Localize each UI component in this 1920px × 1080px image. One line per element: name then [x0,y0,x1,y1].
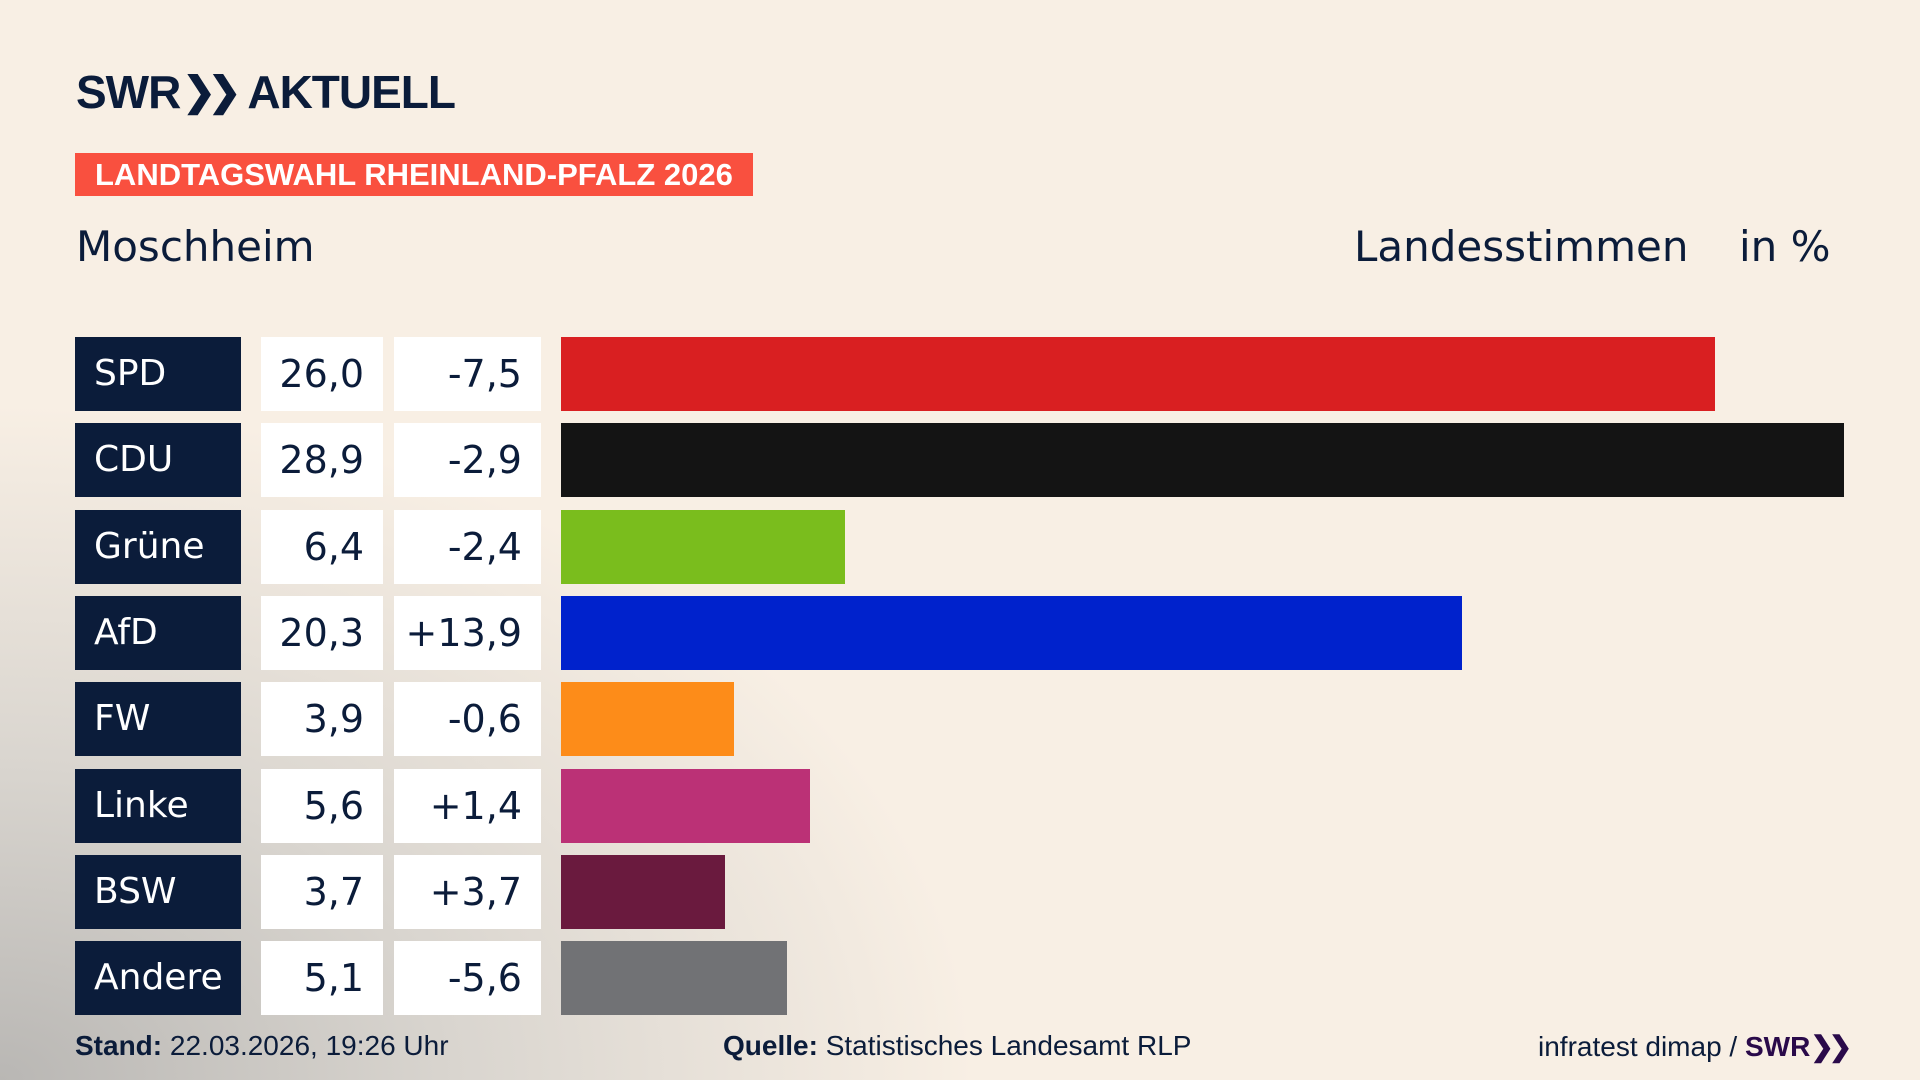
timestamp: Stand: 22.03.2026, 19:26 Uhr [75,1030,449,1062]
vote-change: -7,5 [394,337,541,411]
party-name: CDU [75,423,241,498]
party-name: BSW [75,854,241,929]
vote-change: -5,6 [394,941,541,1016]
stand-value: 22.03.2026, 19:26 Uhr [169,1030,449,1061]
credit-text: infratest dimap / [1538,1031,1738,1062]
party-name: Andere [75,941,241,1016]
source-value: Statistisches Landesamt RLP [825,1030,1192,1061]
source-label: Quelle: [723,1030,818,1061]
vote-change: +3,7 [394,854,541,929]
logo-aktuell: AKTUELL [247,66,456,118]
bar-linke [561,768,810,843]
party-name: SPD [75,337,241,411]
vote-share: 3,7 [261,854,383,929]
party-name: Linke [75,768,241,843]
bar-spd [561,337,1716,411]
source: Quelle: Statistisches Landesamt RLP [723,1030,1191,1062]
double-chevron-right-icon: ❯❯ [182,70,241,114]
vote-change: +1,4 [394,768,541,843]
bar-afd [561,595,1463,670]
swr-aktuell-logo: SWR ❯❯ AKTUELL [76,66,456,118]
vote-share: 5,6 [261,768,383,843]
double-chevron-right-icon: ❯❯ [1810,1031,1852,1062]
region-title: Moschheim [76,222,315,271]
vote-share: 5,1 [261,941,383,1016]
vote-share: 6,4 [261,509,383,584]
vote-change: -0,6 [394,682,541,757]
vote-share: 28,9 [261,423,383,498]
bar-fw [561,682,735,757]
vote-share: 3,9 [261,682,383,757]
election-banner: LANDTAGSWAHL RHEINLAND-PFALZ 2026 [75,153,753,196]
measure-label: Landesstimmen [1354,222,1689,271]
party-name: Grüne [75,509,241,584]
credit-brand: SWR [1744,1031,1811,1062]
bar-bsw [561,854,726,929]
bar-grüne [561,509,846,584]
unit-label: in % [1739,222,1831,271]
credit: infratest dimap / SWR❯❯ [1538,1030,1852,1063]
bar-cdu [561,423,1844,498]
party-name: AfD [75,595,241,670]
logo-swr: SWR [76,66,181,118]
stand-label: Stand: [75,1030,163,1061]
vote-share: 20,3 [261,595,383,670]
vote-share: 26,0 [261,337,383,411]
vote-change: -2,9 [394,423,541,498]
vote-change: -2,4 [394,509,541,584]
vote-change: +13,9 [394,595,541,670]
party-name: FW [75,682,241,757]
bar-andere [561,941,788,1016]
